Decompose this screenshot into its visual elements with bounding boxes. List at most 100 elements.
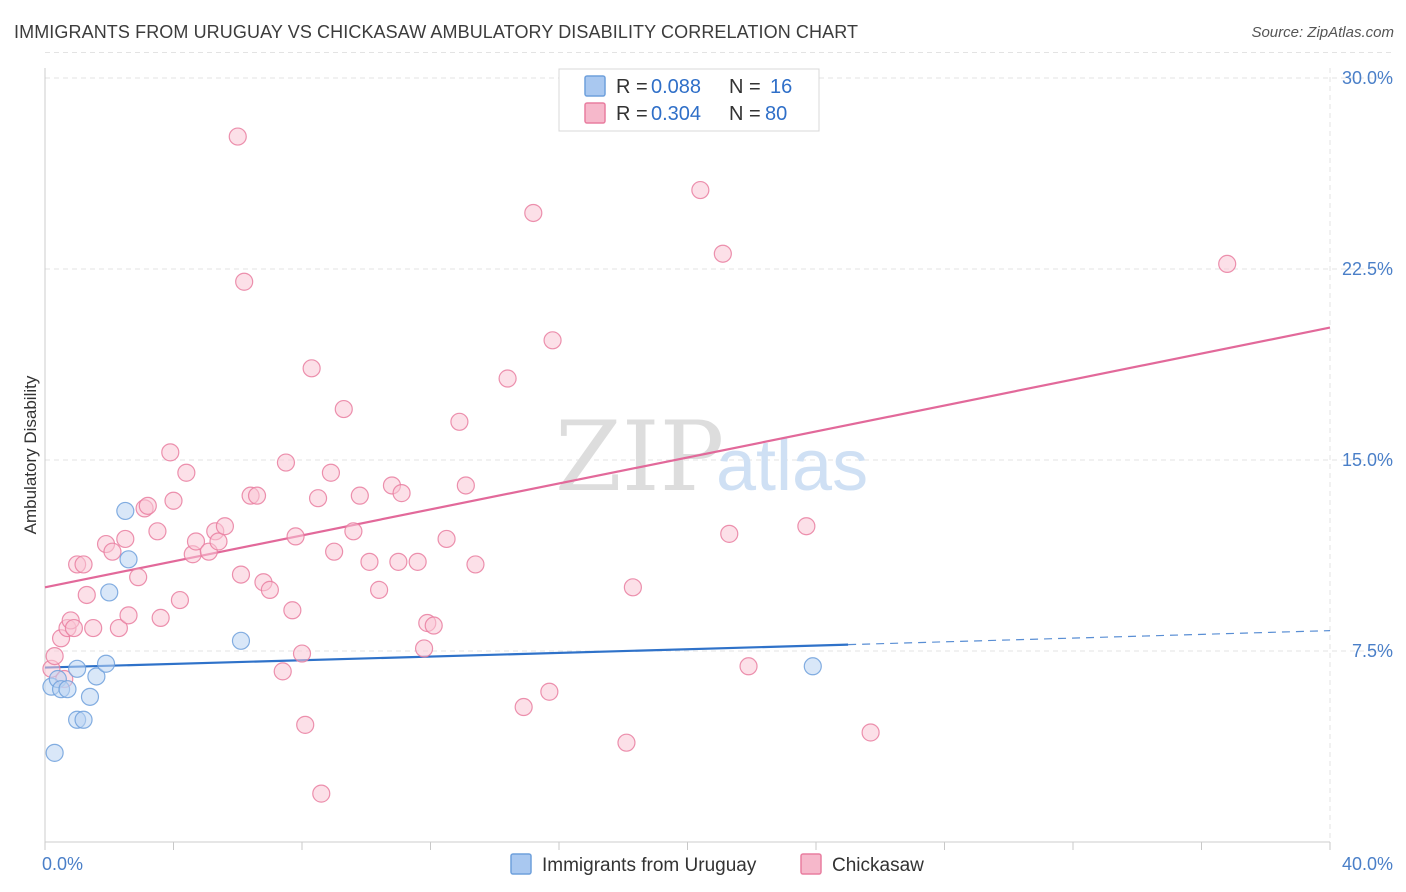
point-chickasaw	[543, 331, 562, 350]
point-uruguay	[68, 659, 87, 678]
point-chickasaw	[312, 784, 331, 803]
point-chickasaw	[321, 463, 341, 482]
point-chickasaw	[450, 412, 469, 431]
point-chickasaw	[228, 127, 247, 146]
point-chickasaw	[292, 644, 312, 663]
point-chickasaw	[231, 565, 251, 584]
point-chickasaw	[77, 585, 96, 605]
point-chickasaw	[273, 662, 292, 681]
y-tick-label: 15.0%	[1342, 450, 1393, 470]
point-chickasaw	[302, 359, 321, 378]
point-chickasaw	[148, 522, 167, 541]
legend-n-label-uruguay: N =	[729, 76, 761, 98]
point-chickasaw	[691, 180, 710, 200]
bottom-legend-label-uruguay: Immigrants from Uruguay	[542, 855, 757, 876]
point-chickasaw	[186, 532, 206, 551]
point-chickasaw	[437, 529, 456, 549]
point-chickasaw	[424, 616, 443, 635]
point-chickasaw	[360, 552, 379, 571]
point-chickasaw	[116, 529, 135, 549]
point-chickasaw	[456, 476, 475, 495]
point-chickasaw	[344, 522, 363, 541]
chart-title: IMMIGRANTS FROM URUGUAY VS CHICKASAW AMB…	[14, 22, 859, 42]
point-chickasaw	[260, 580, 279, 599]
watermark-atlas: atlas	[716, 426, 868, 506]
point-chickasaw	[498, 369, 517, 388]
point-chickasaw	[177, 463, 196, 482]
data-points	[42, 76, 1237, 803]
point-uruguay	[74, 710, 93, 729]
point-chickasaw	[389, 552, 408, 571]
gridlines	[44, 52, 1393, 850]
point-uruguay	[116, 501, 135, 521]
legend-n-label-chickasaw: N =	[729, 103, 761, 125]
point-chickasaw	[45, 646, 64, 666]
point-chickasaw	[524, 203, 543, 223]
point-uruguay	[119, 550, 138, 569]
point-chickasaw	[235, 272, 254, 291]
point-chickasaw	[296, 715, 315, 734]
point-chickasaw	[623, 578, 642, 597]
point-chickasaw	[720, 524, 739, 543]
point-chickasaw	[308, 489, 328, 508]
point-chickasaw	[713, 244, 732, 263]
point-chickasaw	[215, 517, 234, 536]
point-chickasaw	[466, 555, 485, 574]
point-chickasaw	[1218, 254, 1237, 274]
point-chickasaw	[109, 618, 128, 638]
trend-lines	[44, 326, 1331, 669]
point-chickasaw	[350, 486, 369, 505]
legend-swatch-uruguay	[584, 75, 606, 97]
legend-r-value-uruguay: 0.088	[651, 76, 701, 98]
point-uruguay	[231, 631, 251, 650]
point-chickasaw	[540, 682, 559, 701]
x-tick-labels: 0.0% 40.0%	[42, 854, 1393, 874]
point-chickasaw	[617, 733, 636, 752]
trend-line-extension-uruguay	[848, 630, 1331, 646]
point-chickasaw	[408, 552, 427, 571]
point-chickasaw	[151, 608, 170, 627]
legend-r-value-chickasaw: 0.304	[651, 103, 701, 125]
point-chickasaw	[84, 618, 103, 638]
point-chickasaw	[247, 486, 267, 505]
bottom-legend: Immigrants from Uruguay Chickasaw	[510, 853, 924, 876]
y-tick-labels: 7.5% 15.0% 22.5% 30.0%	[1342, 68, 1393, 661]
bottom-legend-swatch-chickasaw	[800, 853, 822, 875]
point-uruguay	[80, 687, 100, 706]
point-uruguay	[96, 654, 116, 673]
trend-line-chickasaw	[44, 326, 1331, 589]
point-chickasaw	[164, 491, 183, 510]
watermark-zip: ZIP	[555, 401, 724, 513]
point-chickasaw	[797, 517, 816, 536]
legend-r-label-chickasaw: R =	[616, 103, 648, 125]
trend-line-uruguay	[44, 643, 849, 669]
point-chickasaw	[334, 399, 353, 419]
point-chickasaw	[392, 484, 411, 503]
point-uruguay	[87, 667, 106, 686]
point-chickasaw	[414, 639, 434, 658]
point-chickasaw	[74, 555, 93, 574]
point-chickasaw	[861, 723, 880, 742]
legend-r-label-uruguay: R =	[616, 76, 648, 98]
legend-n-value-uruguay: 16	[770, 76, 792, 98]
x-tick-label: 40.0%	[1342, 854, 1393, 874]
point-chickasaw	[119, 606, 138, 625]
source-credit: Source: ZipAtlas.com	[1251, 24, 1394, 41]
point-chickasaw	[276, 453, 296, 472]
point-chickasaw	[129, 568, 148, 587]
point-chickasaw	[170, 590, 190, 610]
y-tick-label: 22.5%	[1342, 259, 1393, 279]
point-chickasaw	[161, 443, 180, 462]
point-uruguay	[100, 583, 119, 602]
point-chickasaw	[64, 618, 84, 638]
point-uruguay	[58, 680, 77, 699]
point-chickasaw	[739, 657, 758, 676]
point-uruguay	[803, 657, 822, 676]
point-chickasaw	[103, 542, 122, 561]
bottom-legend-swatch-uruguay	[510, 853, 532, 875]
legend-n-value-chickasaw: 80	[765, 103, 787, 125]
point-chickasaw	[325, 542, 344, 561]
point-chickasaw	[138, 496, 157, 515]
watermark: ZIP atlas	[555, 401, 868, 513]
